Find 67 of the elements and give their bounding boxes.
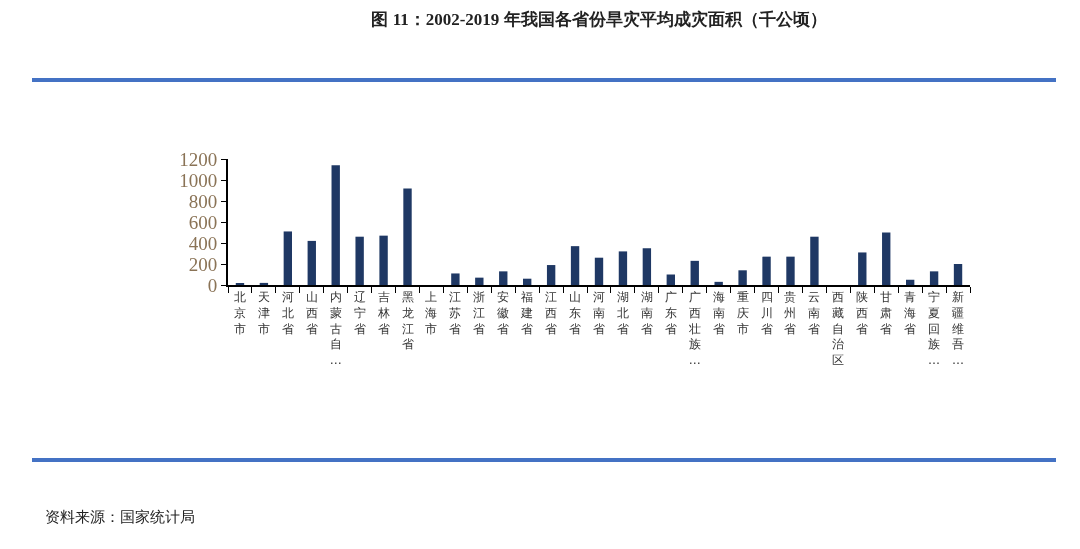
y-tick-label: 200 [188, 253, 218, 275]
chart-title: 图 11：2002-2019 年我国各省份旱灾平均成灾面积（千公顷） [371, 10, 827, 30]
x-tick-label: 青海省 [904, 290, 917, 336]
x-tick-label: 四川省 [760, 290, 773, 336]
bar [307, 240, 316, 285]
y-tick-label: 0 [207, 274, 218, 296]
bar [499, 271, 508, 285]
bar [546, 265, 556, 285]
bar [379, 235, 388, 285]
x-tick-label: 江西省 [545, 290, 558, 336]
y-tick-label: 600 [188, 211, 218, 233]
x-tick-label: 宁夏回族… [928, 290, 941, 367]
x-tick-label: 甘肃省 [880, 290, 893, 336]
bar [618, 251, 628, 285]
x-tick-label: 山东省 [569, 290, 582, 336]
x-tick-label: 辽宁省 [353, 290, 366, 336]
bar [283, 231, 293, 285]
x-tick-label: 安徽省 [497, 290, 510, 336]
x-tick-label: 黑龙江省 [401, 290, 414, 352]
x-tick-label: 重庆市 [736, 290, 749, 336]
bar [786, 256, 795, 285]
bar [858, 252, 867, 285]
x-tick-label: 天津市 [257, 290, 270, 336]
x-tick-label: 上海市 [425, 290, 438, 336]
y-tick-label: 400 [188, 232, 218, 254]
x-tick-label: 广东省 [664, 290, 677, 336]
bar [331, 165, 340, 285]
bar [690, 260, 699, 285]
bar [929, 271, 939, 285]
bar [738, 270, 747, 285]
bar [882, 232, 891, 285]
bar [451, 273, 460, 285]
x-tick-label: 海南省 [712, 290, 725, 336]
x-tick-label: 湖北省 [616, 290, 629, 336]
bar [810, 236, 819, 285]
x-tick-label: 浙江省 [473, 290, 486, 336]
x-tick-label: 吉林省 [376, 290, 390, 336]
bar [594, 257, 604, 285]
y-tick-label: 1200 [179, 148, 218, 170]
x-tick-label: 河南省 [593, 290, 605, 336]
y-tick-label: 1000 [179, 169, 218, 191]
y-tick-label: 800 [188, 190, 218, 212]
x-tick-label: 河北省 [281, 290, 294, 336]
x-tick-label: 新疆维吾… [952, 290, 965, 367]
bar [403, 188, 412, 285]
bar [642, 248, 652, 285]
bar [666, 274, 675, 285]
bar [475, 277, 484, 285]
bar [953, 264, 963, 285]
text: 资料来源：国家统计局 [45, 509, 195, 525]
x-tick-label: 云南省 [808, 290, 821, 336]
x-tick-label: 内蒙古自… [329, 290, 342, 367]
bar [523, 278, 532, 285]
x-tick-label: 陕西省 [856, 290, 869, 336]
x-tick-label: 北京市 [233, 290, 246, 336]
bar [570, 246, 580, 285]
x-tick-label: 广西壮族… [687, 290, 701, 367]
bar [714, 281, 723, 285]
x-tick-label: 湖南省 [640, 290, 653, 336]
x-tick-label: 江苏省 [449, 290, 462, 336]
x-tick-label: 福建省 [520, 290, 534, 336]
bar [905, 279, 915, 285]
x-tick-label: 贵州省 [784, 290, 797, 336]
bar [762, 256, 771, 285]
x-tick-label: 山西省 [305, 290, 318, 336]
bar [355, 236, 364, 285]
x-tick-label: 西藏自治区 [832, 290, 845, 367]
